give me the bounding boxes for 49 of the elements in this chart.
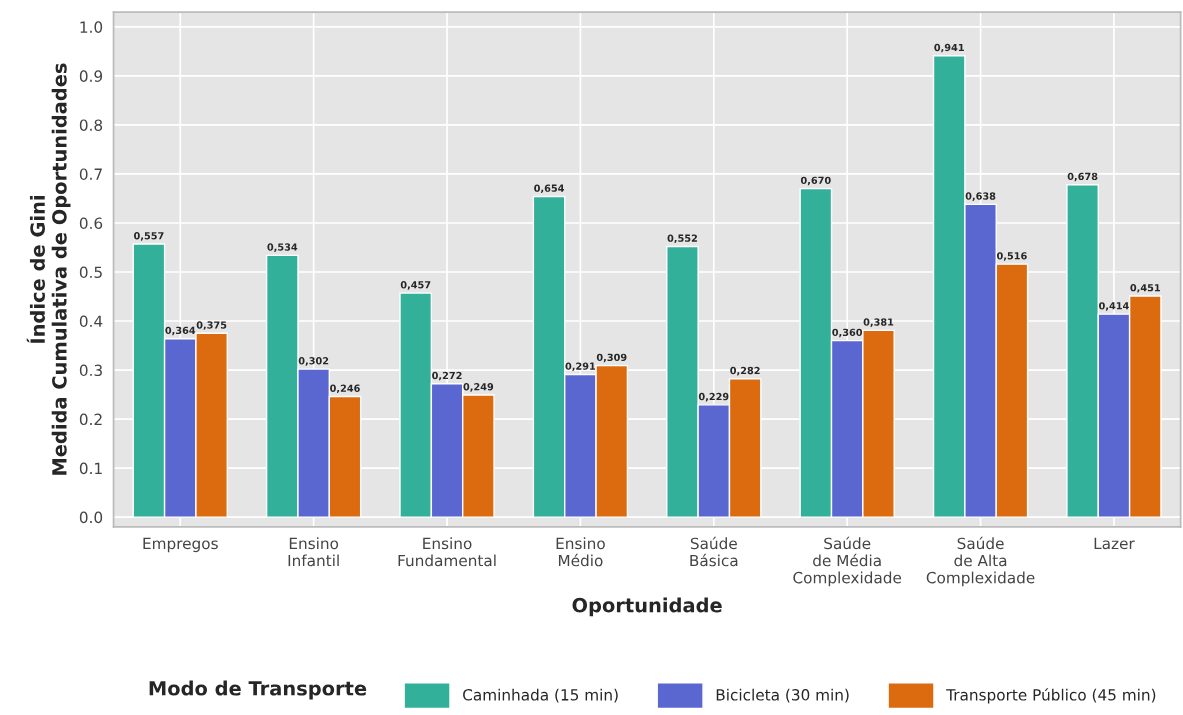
data-label: 0,638 bbox=[965, 192, 996, 201]
x-tick-label: Ensino Fundamental bbox=[398, 537, 496, 567]
data-label: 0,291 bbox=[565, 362, 596, 372]
data-label: 0,309 bbox=[596, 353, 627, 363]
x-tick-label: Ensino Médio bbox=[556, 537, 605, 567]
y-tick-label: 0.0 bbox=[79, 511, 103, 524]
data-label: 0,557 bbox=[134, 232, 164, 241]
data-label: 0,678 bbox=[1067, 172, 1098, 182]
data-label: 0,381 bbox=[863, 318, 894, 327]
x-tick-label: Empregos bbox=[143, 537, 218, 553]
data-label: 0,552 bbox=[667, 234, 697, 244]
y-axis-title: Índice de Gini Medida Cumulativa de Oportunidades bbox=[26, 63, 71, 475]
y-tick-label: 1.0 bbox=[80, 21, 103, 33]
x-tick-label: Saúde Básica bbox=[690, 536, 738, 567]
x-tick-label: Lazer bbox=[1094, 537, 1135, 550]
data-label: 0,941 bbox=[934, 43, 964, 53]
data-label: 0,457 bbox=[400, 281, 431, 290]
y-tick-label: 0.2 bbox=[79, 413, 102, 426]
x-tick-label: Saúde de Média Complexidade bbox=[793, 536, 902, 587]
y-tick-label: 0.8 bbox=[79, 119, 103, 131]
x-tick-label: Ensino Infantil bbox=[288, 537, 339, 567]
legend-label: Transporte Público (45 min) bbox=[946, 688, 1156, 704]
x-tick-label: Saúde de Alta Complexidade bbox=[926, 536, 1035, 587]
data-label: 0,364 bbox=[165, 326, 196, 336]
data-label: 0,249 bbox=[463, 383, 494, 392]
y-tick-label: 0.9 bbox=[79, 70, 103, 82]
legend-title: Modo de Transporte bbox=[149, 680, 367, 700]
data-label: 0,246 bbox=[330, 384, 360, 394]
data-label: 0,375 bbox=[196, 321, 227, 330]
data-label: 0,272 bbox=[432, 371, 462, 381]
y-tick-label: 0.7 bbox=[79, 168, 102, 180]
data-label: 0,654 bbox=[534, 184, 564, 194]
data-label: 0,516 bbox=[996, 252, 1027, 261]
data-label: 0,282 bbox=[730, 366, 760, 376]
data-label: 0,670 bbox=[800, 176, 831, 186]
y-tick-label: 0.5 bbox=[79, 266, 102, 279]
data-label: 0,451 bbox=[1130, 284, 1160, 293]
data-label: 0,302 bbox=[298, 357, 329, 366]
legend-label: Caminhada (15 min) bbox=[463, 688, 618, 703]
y-tick-label: 0.3 bbox=[79, 364, 102, 377]
legend-label: Bicicleta (30 min) bbox=[716, 688, 849, 703]
data-label: 0,414 bbox=[1099, 302, 1129, 311]
x-axis-title: Oportunidade bbox=[572, 597, 722, 617]
data-label: 0,534 bbox=[267, 243, 298, 252]
y-tick-label: 0.4 bbox=[79, 315, 103, 328]
y-tick-label: 0.1 bbox=[79, 462, 102, 475]
data-label: 0,360 bbox=[832, 328, 863, 338]
y-tick-label: 0.6 bbox=[79, 217, 103, 229]
data-label: 0,229 bbox=[698, 392, 729, 402]
